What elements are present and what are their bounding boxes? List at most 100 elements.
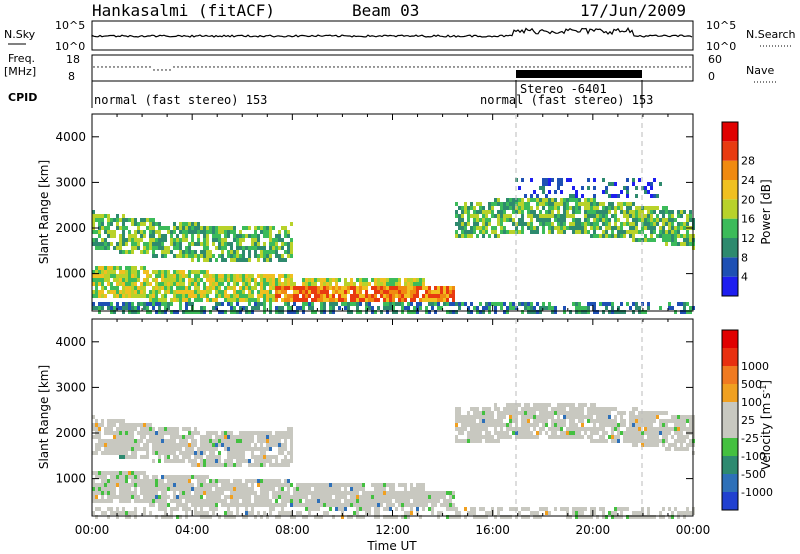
power-cell <box>140 286 143 290</box>
velocity-cell <box>227 447 230 451</box>
velocity-cell <box>539 431 542 435</box>
power-cell <box>206 250 209 254</box>
velocity-cell <box>125 443 128 447</box>
power-cell <box>527 226 530 230</box>
power-cell <box>182 282 185 286</box>
power-cell <box>287 306 290 310</box>
velocity-cell <box>410 483 413 487</box>
power-cell <box>653 238 656 242</box>
power-cell <box>554 310 557 314</box>
velocity-cell <box>623 507 626 511</box>
velocity-cell <box>233 435 236 439</box>
velocity-cell <box>662 411 665 415</box>
velocity-cell <box>95 491 98 495</box>
power-cell <box>359 278 362 282</box>
velocity-cell <box>578 415 581 419</box>
velocity-cell <box>170 451 173 455</box>
power-cell <box>113 290 116 294</box>
power-cell <box>437 306 440 310</box>
power-cell <box>623 202 626 206</box>
power-cell <box>281 246 284 250</box>
power-cell <box>482 306 485 310</box>
power-cell <box>227 226 230 230</box>
velocity-cell <box>290 439 293 443</box>
power-cell <box>305 290 308 294</box>
velocity-cell <box>266 443 269 447</box>
power-cell <box>335 302 338 306</box>
velocity-cell <box>134 439 137 443</box>
power-cell <box>188 254 191 258</box>
power-cell <box>614 310 617 314</box>
power-cell <box>170 282 173 286</box>
power-cell <box>176 270 179 274</box>
velocity-cell <box>284 459 287 463</box>
velocity-cell <box>113 471 116 475</box>
velocity-cell <box>239 459 242 463</box>
power-cell <box>521 222 524 226</box>
power-cell <box>104 278 107 282</box>
power-cell <box>377 282 380 286</box>
velocity-cell <box>662 419 665 423</box>
power-cell <box>587 198 590 202</box>
power-cell <box>110 266 113 270</box>
power-cell <box>431 306 434 310</box>
velocity-cell <box>236 483 239 487</box>
velocity-cell <box>197 495 200 499</box>
velocity-cell <box>404 495 407 499</box>
power-cell <box>497 202 500 206</box>
power-cell <box>266 254 269 258</box>
power-cell <box>422 294 425 298</box>
power-cell <box>122 282 125 286</box>
power-cell <box>104 214 107 218</box>
velocity-cell <box>107 471 110 475</box>
power-cell <box>260 274 263 278</box>
velocity-cell <box>377 511 380 515</box>
power-cell <box>92 270 95 274</box>
power-cell <box>518 186 521 190</box>
velocity-cell <box>107 447 110 451</box>
power-cell <box>221 254 224 258</box>
velocity-cell <box>119 431 122 435</box>
power-cell <box>185 274 188 278</box>
velocity-cell <box>182 443 185 447</box>
power-cell <box>605 186 608 190</box>
power-cell <box>185 238 188 242</box>
power-cell <box>329 286 332 290</box>
power-cell <box>152 250 155 254</box>
velocity-cell <box>368 499 371 503</box>
velocity-cell <box>266 495 269 499</box>
velocity-cell <box>167 431 170 435</box>
velocity-cell <box>326 511 329 515</box>
velocity-cell <box>113 483 116 487</box>
power-cell <box>104 246 107 250</box>
power-cell <box>344 282 347 286</box>
power-cell <box>215 238 218 242</box>
power-cell <box>200 242 203 246</box>
power-cell <box>152 294 155 298</box>
power-cell <box>689 234 692 238</box>
power-cell <box>494 214 497 218</box>
velocity-cell <box>404 491 407 495</box>
velocity-cell <box>230 455 233 459</box>
velocity-cell <box>254 503 257 507</box>
velocity-cell <box>548 511 551 515</box>
power-cell <box>494 230 497 234</box>
velocity-cell <box>170 479 173 483</box>
power-cell <box>215 278 218 282</box>
power-cell <box>113 278 116 282</box>
velocity-cell <box>368 491 371 495</box>
power-cell <box>143 270 146 274</box>
freq-point <box>657 66 659 68</box>
velocity-cell <box>233 495 236 499</box>
velocity-cell <box>227 455 230 459</box>
velocity-cell <box>107 451 110 455</box>
velocity-cell <box>602 419 605 423</box>
power-cell <box>263 250 266 254</box>
velocity-cell <box>476 435 479 439</box>
power-cell <box>119 234 122 238</box>
velocity-cell <box>512 411 515 415</box>
power-cell <box>203 258 206 262</box>
power-cell <box>428 286 431 290</box>
velocity-cell <box>665 435 668 439</box>
